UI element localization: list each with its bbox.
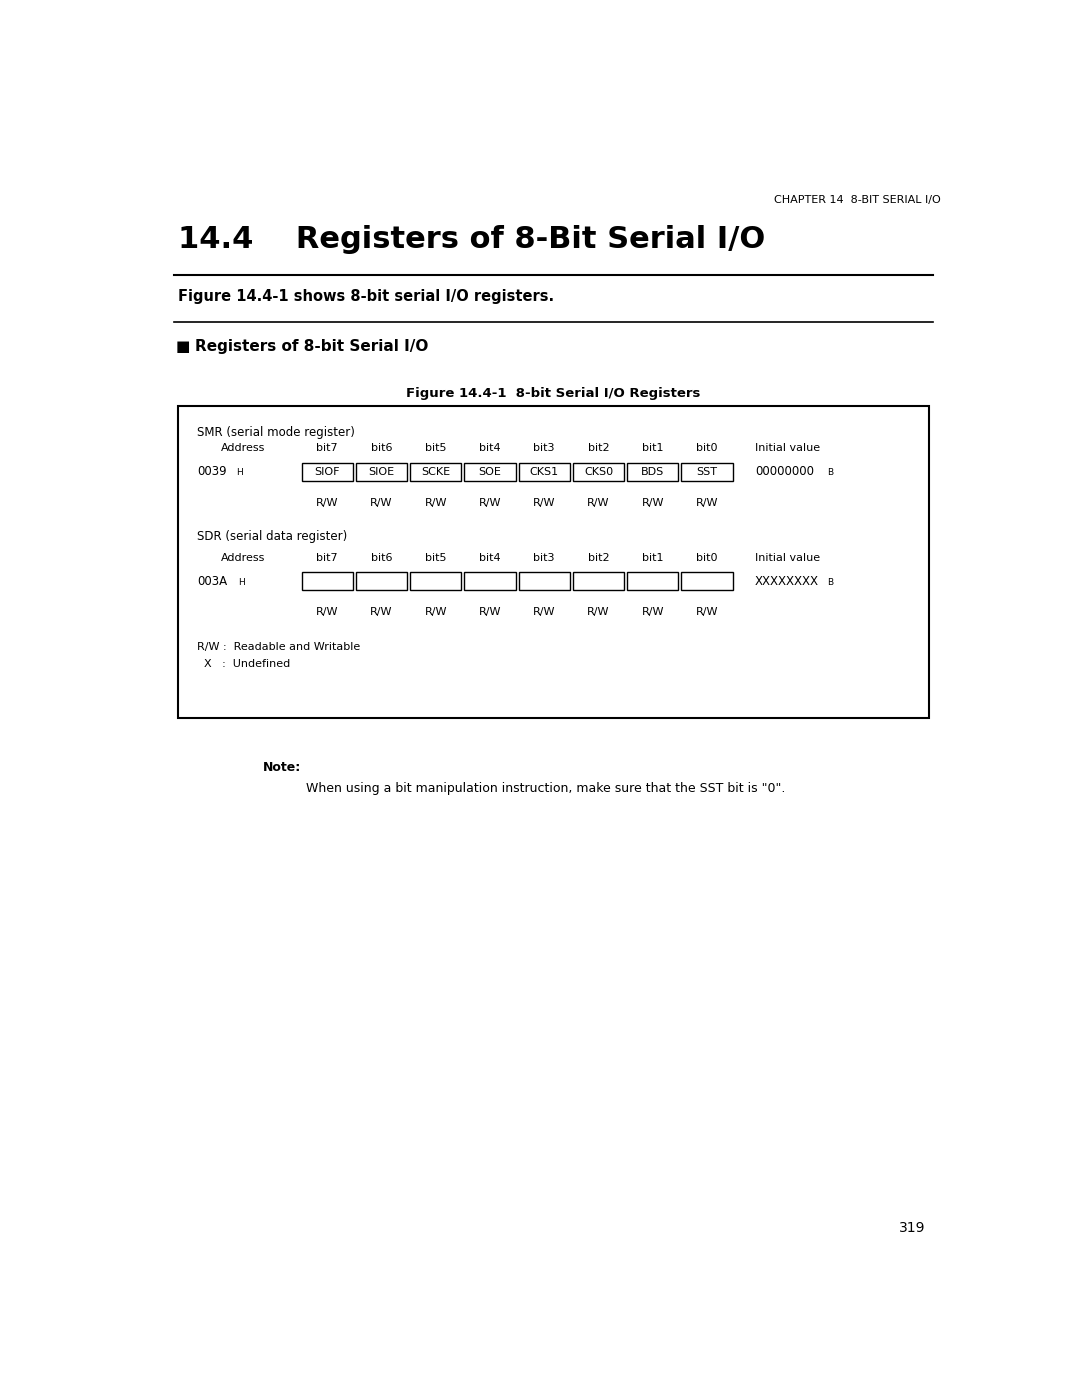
Text: SDR (serial data register): SDR (serial data register)	[197, 531, 348, 543]
Text: B: B	[827, 468, 833, 478]
Bar	[464, 571, 515, 591]
Text: R/W: R/W	[370, 608, 393, 617]
Text: bit7: bit7	[316, 443, 338, 453]
Text: 0039: 0039	[197, 465, 227, 478]
Text: bit6: bit6	[370, 553, 392, 563]
Bar	[681, 571, 732, 591]
Bar	[681, 462, 732, 481]
Text: Initial value: Initial value	[755, 443, 820, 453]
Text: Registers of 8-bit Serial I/O: Registers of 8-bit Serial I/O	[195, 338, 429, 353]
Text: R/W: R/W	[696, 608, 718, 617]
Text: R/W: R/W	[588, 497, 610, 509]
Text: H: H	[235, 468, 243, 478]
Text: bit1: bit1	[642, 443, 663, 453]
Text: 003A: 003A	[197, 574, 227, 588]
Bar	[177, 407, 930, 718]
Text: R/W: R/W	[532, 608, 555, 617]
Text: bit2: bit2	[588, 443, 609, 453]
Text: bit4: bit4	[480, 443, 501, 453]
Text: bit4: bit4	[480, 553, 501, 563]
Text: R/W: R/W	[588, 608, 610, 617]
Text: R/W: R/W	[370, 497, 393, 509]
Text: 00000000: 00000000	[755, 465, 814, 478]
Bar	[627, 571, 678, 591]
Text: B: B	[827, 578, 833, 587]
Text: R/W: R/W	[696, 497, 718, 509]
Text: Figure 14.4-1 shows 8-bit serial I/O registers.: Figure 14.4-1 shows 8-bit serial I/O reg…	[177, 289, 554, 305]
Text: bit6: bit6	[370, 443, 392, 453]
Text: 14.4    Registers of 8-Bit Serial I/O: 14.4 Registers of 8-Bit Serial I/O	[177, 225, 765, 254]
Text: Initial value: Initial value	[755, 553, 820, 563]
Bar	[301, 462, 353, 481]
Text: bit3: bit3	[534, 553, 555, 563]
Text: Note:: Note:	[262, 760, 301, 774]
Text: R/W: R/W	[532, 497, 555, 509]
Text: bit2: bit2	[588, 553, 609, 563]
Text: CHAPTER 14  8-BIT SERIAL I/O: CHAPTER 14 8-BIT SERIAL I/O	[774, 194, 941, 204]
Text: BDS: BDS	[642, 467, 664, 476]
Text: R/W: R/W	[316, 497, 338, 509]
Text: CKS1: CKS1	[529, 467, 558, 476]
Text: X   :  Undefined: X : Undefined	[197, 659, 291, 669]
Bar	[627, 462, 678, 481]
Text: R/W: R/W	[316, 608, 338, 617]
Text: SIOF: SIOF	[314, 467, 340, 476]
Bar	[356, 571, 407, 591]
Text: H: H	[238, 578, 245, 587]
Text: SCKE: SCKE	[421, 467, 450, 476]
Text: CKS0: CKS0	[584, 467, 613, 476]
Text: bit0: bit0	[697, 443, 718, 453]
Bar	[410, 462, 461, 481]
Bar	[518, 462, 570, 481]
Text: R/W: R/W	[478, 497, 501, 509]
Text: ■: ■	[175, 338, 190, 353]
Bar	[301, 571, 353, 591]
Text: When using a bit manipulation instruction, make sure that the SST bit is "0".: When using a bit manipulation instructio…	[306, 782, 785, 795]
Text: SIOE: SIOE	[368, 467, 394, 476]
Text: bit5: bit5	[424, 443, 446, 453]
Text: R/W :  Readable and Writable: R/W : Readable and Writable	[197, 643, 361, 652]
Text: bit3: bit3	[534, 443, 555, 453]
Text: bit0: bit0	[697, 553, 718, 563]
Text: SST: SST	[697, 467, 717, 476]
Text: SMR (serial mode register): SMR (serial mode register)	[197, 426, 355, 439]
Text: R/W: R/W	[424, 608, 447, 617]
Text: bit7: bit7	[316, 553, 338, 563]
Bar	[410, 571, 461, 591]
Text: XXXXXXXX: XXXXXXXX	[755, 574, 819, 588]
Text: 319: 319	[899, 1221, 926, 1235]
Text: SOE: SOE	[478, 467, 501, 476]
Text: R/W: R/W	[478, 608, 501, 617]
Text: Address: Address	[221, 553, 266, 563]
Bar	[356, 462, 407, 481]
Text: bit1: bit1	[642, 553, 663, 563]
Text: Figure 14.4-1  8-bit Serial I/O Registers: Figure 14.4-1 8-bit Serial I/O Registers	[406, 387, 701, 400]
Text: R/W: R/W	[642, 497, 664, 509]
Bar	[464, 462, 515, 481]
Text: Address: Address	[221, 443, 266, 453]
Bar	[572, 571, 624, 591]
Bar	[518, 571, 570, 591]
Text: R/W: R/W	[424, 497, 447, 509]
Text: R/W: R/W	[642, 608, 664, 617]
Bar	[572, 462, 624, 481]
Text: bit5: bit5	[424, 553, 446, 563]
